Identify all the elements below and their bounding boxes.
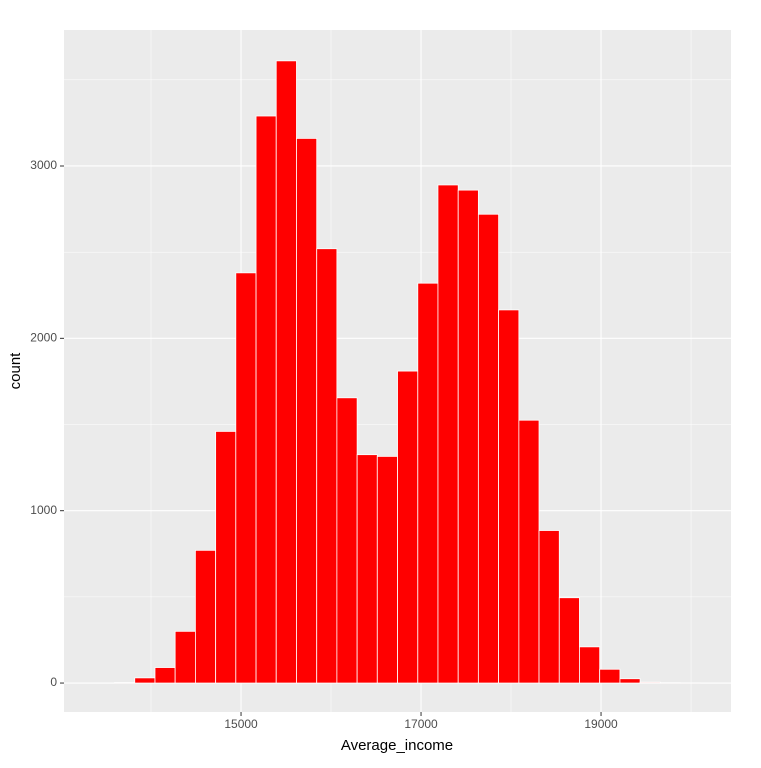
y-tick-label: 2000	[30, 331, 57, 345]
bar	[639, 681, 661, 684]
bar	[235, 272, 257, 684]
bar	[174, 630, 196, 684]
bar	[579, 646, 601, 684]
bar	[195, 549, 217, 684]
bar	[599, 668, 621, 684]
bar	[336, 397, 358, 684]
bar	[498, 309, 520, 684]
bar	[215, 431, 237, 684]
bar	[316, 248, 338, 684]
x-tick-label: 15000	[224, 717, 258, 731]
bar	[437, 184, 459, 684]
bar	[154, 667, 176, 684]
bar	[114, 682, 136, 684]
bar	[518, 419, 540, 684]
bar	[356, 454, 378, 684]
bar	[376, 456, 398, 684]
y-axis-title: count	[7, 352, 24, 390]
bar	[417, 282, 439, 684]
bar	[619, 678, 641, 684]
bar	[538, 530, 560, 684]
bar	[275, 60, 297, 684]
bars	[114, 60, 702, 684]
bar	[477, 213, 500, 684]
bar	[457, 189, 479, 684]
x-axis-title: Average_income	[341, 737, 453, 754]
y-tick-label: 1000	[30, 503, 57, 517]
bar	[134, 677, 156, 684]
x-tick-label: 19000	[584, 717, 618, 731]
y-tick-label: 0	[50, 675, 57, 689]
tick-labels: 15000 17000 19000 0 1000 2000 3000	[30, 158, 618, 731]
bar	[255, 115, 277, 684]
y-tick-label: 3000	[30, 158, 57, 172]
x-tick-label: 17000	[404, 717, 438, 731]
bar	[558, 597, 580, 684]
bar	[397, 370, 419, 684]
bar	[296, 138, 318, 684]
